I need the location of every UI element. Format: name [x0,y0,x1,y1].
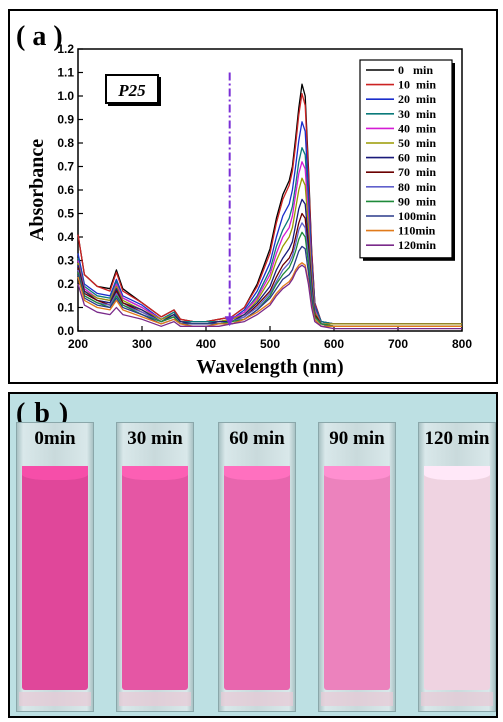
sample-box: P25 [105,74,161,106]
panel-b: ( b ) 0min 30 min 60 min 90 min 120 min [8,392,498,718]
chart-annotation [224,72,235,327]
series-line-12 [77,264,462,330]
legend-label: 120min [398,238,436,252]
series-line-10 [77,245,462,327]
legend-box [359,59,453,259]
cuvette-meniscus [122,466,188,480]
y-tick-label: 0.9 [57,113,74,127]
x-tick-label: 500 [260,337,280,351]
x-tick-label: 800 [452,337,472,351]
cuvette: 0min [16,422,94,712]
x-axis-label: Wavelength (nm) [196,356,343,378]
x-tick-label: 400 [196,337,216,351]
cuvette-solution [324,474,390,690]
y-tick-label: 0.5 [57,207,74,221]
y-axis-label: Absorbance [26,139,48,241]
cuvette-solution [424,474,490,690]
legend-label: 20 min [398,92,436,106]
legend-label: 100min [398,209,436,223]
legend-label: 0 min [398,63,433,77]
legend-label: 70 min [398,165,436,179]
y-tick-label: 1.2 [57,42,74,56]
y-tick-label: 1.0 [57,89,74,103]
cuvette-meniscus [324,466,390,480]
cuvette: 90 min [318,422,396,712]
legend-label: 10 min [398,78,436,92]
cuvette-time-label: 30 min [127,428,183,449]
cuvette: 120 min [418,422,496,712]
cuvette-time-label: 120 min [424,428,490,449]
cuvette-time-label: 0min [34,428,76,449]
legend-label: 30 min [398,107,436,121]
y-tick-label: 0.6 [57,183,74,197]
y-tick-label: 1.1 [57,66,74,80]
chart-axes: 200 300 400 500 600 700 800 0.0 0.1 0.2 0.3 0.4 0.5 0… [26,42,472,378]
legend-label: 110min [398,224,436,238]
cuvette-base [321,692,393,706]
cuvette-meniscus [224,466,290,480]
cuvette-base [19,692,91,706]
sample-label: P25 [117,81,146,100]
y-tick-label: 0.0 [57,324,74,338]
cuvette-solution [224,474,290,690]
legend-label: 40 min [398,121,436,135]
y-tick-label: 0.7 [57,160,74,174]
y-tick-label: 0.2 [57,277,74,291]
x-tick-label: 700 [388,337,408,351]
cuvette-base [421,692,493,706]
y-tick-label: 0.3 [57,254,74,268]
cuvette-solution [22,474,88,690]
x-tick-label: 200 [68,337,88,351]
y-tick-label: 0.1 [57,301,74,315]
cuvette: 30 min [116,422,194,712]
cuvette-time-label: 90 min [329,428,385,449]
panel-a-label: ( a ) [16,21,63,52]
cuvette-meniscus [22,466,88,480]
cuvette: 60 min [218,422,296,712]
absorbance-chart: ( a ) 200 300 400 500 600 700 800 0.0 0.1 0.2 0.3 0… [16,21,472,378]
legend-label: 60 min [398,151,436,165]
legend-label: 90 min [398,194,436,208]
annotation-arrow-head [224,316,235,327]
x-tick-label: 600 [324,337,344,351]
panel-a: ( a ) 200 300 400 500 600 700 800 0.0 0.1 0.2 0.3 0… [8,9,498,384]
x-tick-label: 300 [132,337,152,351]
legend-label: 80 min [398,180,436,194]
cuvette-base [119,692,191,706]
legend-label: 50 min [398,136,436,150]
chart-lines [77,83,462,330]
cuvette-meniscus [424,466,490,480]
cuvette-base [221,692,293,706]
y-tick-label: 0.8 [57,136,74,150]
y-tick-label: 0.4 [57,230,74,244]
cuvette-time-label: 60 min [229,428,285,449]
cuvette-solution [122,474,188,690]
